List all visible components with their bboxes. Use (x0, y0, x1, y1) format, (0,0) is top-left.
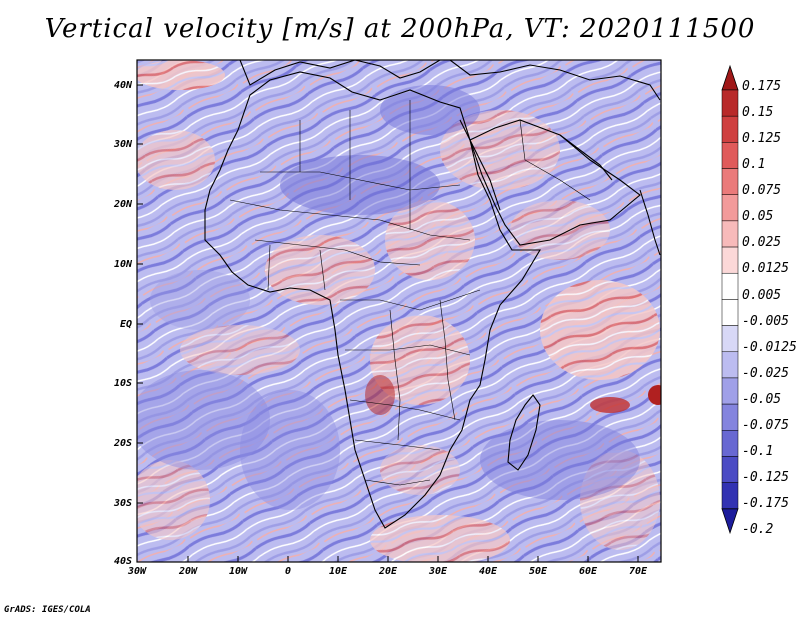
credit-text: GrADS: IGES/COLA (4, 605, 91, 615)
colorbar-label: -0.0125 (742, 340, 797, 355)
colorbar-segment (721, 89, 739, 117)
colorbar-segment (721, 430, 739, 457)
colorbar-label: -0.175 (742, 496, 789, 511)
velocity-field (137, 60, 661, 562)
colorbar-segment (721, 168, 739, 195)
colorbar-label: 0.1 (742, 157, 766, 172)
lon-label-0: 0 (284, 566, 292, 577)
colorbar-label: -0.025 (742, 366, 789, 381)
lon-label-40e: 40E (478, 566, 498, 577)
lon-label-50e: 50E (528, 566, 548, 577)
colorbar-label: 0.175 (742, 79, 782, 94)
colorbar-label: -0.075 (742, 418, 789, 433)
lon-label-60e: 60E (578, 566, 598, 577)
colorbar-segment (721, 246, 739, 274)
colorbar-label: -0.2 (742, 522, 774, 537)
colorbar-label: 0.075 (742, 183, 782, 198)
colorbar-segment (721, 194, 739, 222)
colorbar-segment (721, 351, 739, 379)
colorbar-label: 0.005 (742, 288, 782, 303)
lon-label-70e: 70E (628, 566, 648, 577)
lat-label-30s: 30S (113, 498, 132, 509)
lon-label-20e: 20E (378, 566, 398, 577)
colorbar-top-arrow (721, 64, 739, 91)
lon-label-30w: 30W (127, 566, 147, 577)
lat-label-40s: 40S (113, 556, 132, 567)
country-borders (229, 100, 591, 486)
colorbar-segment (721, 299, 739, 326)
colorbar-label: 0.025 (742, 235, 782, 250)
map-title: Vertical velocity [m/s] at 200hPa, VT: 2… (44, 14, 756, 44)
descent-regions (137, 85, 640, 510)
lat-label-eq: EQ (119, 319, 132, 330)
colorbar-bottom-arrow (721, 508, 739, 535)
lon-label-30e: 30E (428, 566, 448, 577)
ascent-regions (137, 60, 661, 562)
lat-label-30n: 30N (113, 139, 132, 150)
colorbar-segment (721, 220, 739, 248)
colorbar-segment (721, 115, 739, 143)
colorbar-label: 0.0125 (742, 261, 789, 276)
colorbar-label: 0.15 (742, 105, 774, 120)
colorbar-label: 0.125 (742, 131, 782, 146)
colorbar-label: -0.125 (742, 470, 789, 485)
colorbar (721, 64, 739, 535)
colorbar-segment (721, 272, 739, 300)
lat-label-20n: 20N (113, 199, 132, 210)
lon-label-10w: 10W (228, 566, 248, 577)
coastlines (204, 60, 661, 529)
colorbar-segment (721, 403, 739, 431)
colorbar-segment (721, 377, 739, 405)
lat-label-40n: 40N (113, 80, 132, 91)
lon-label-20w: 20W (178, 566, 198, 577)
colorbar-label: -0.005 (742, 314, 789, 329)
lon-label-10e: 10E (328, 566, 348, 577)
lat-label-20s: 20S (113, 438, 132, 449)
colorbar-segment (721, 142, 739, 169)
colorbar-label: 0.05 (742, 209, 774, 224)
colorbar-segment (721, 482, 739, 510)
colorbar-segment (721, 456, 739, 483)
lat-label-10s: 10S (113, 378, 132, 389)
axis-ticks (137, 84, 639, 562)
plot-frame (136, 59, 662, 563)
colorbar-label: -0.1 (742, 444, 774, 459)
lat-label-10n: 10N (113, 259, 132, 270)
colorbar-label: -0.05 (742, 392, 782, 407)
colorbar-segment (721, 325, 739, 353)
